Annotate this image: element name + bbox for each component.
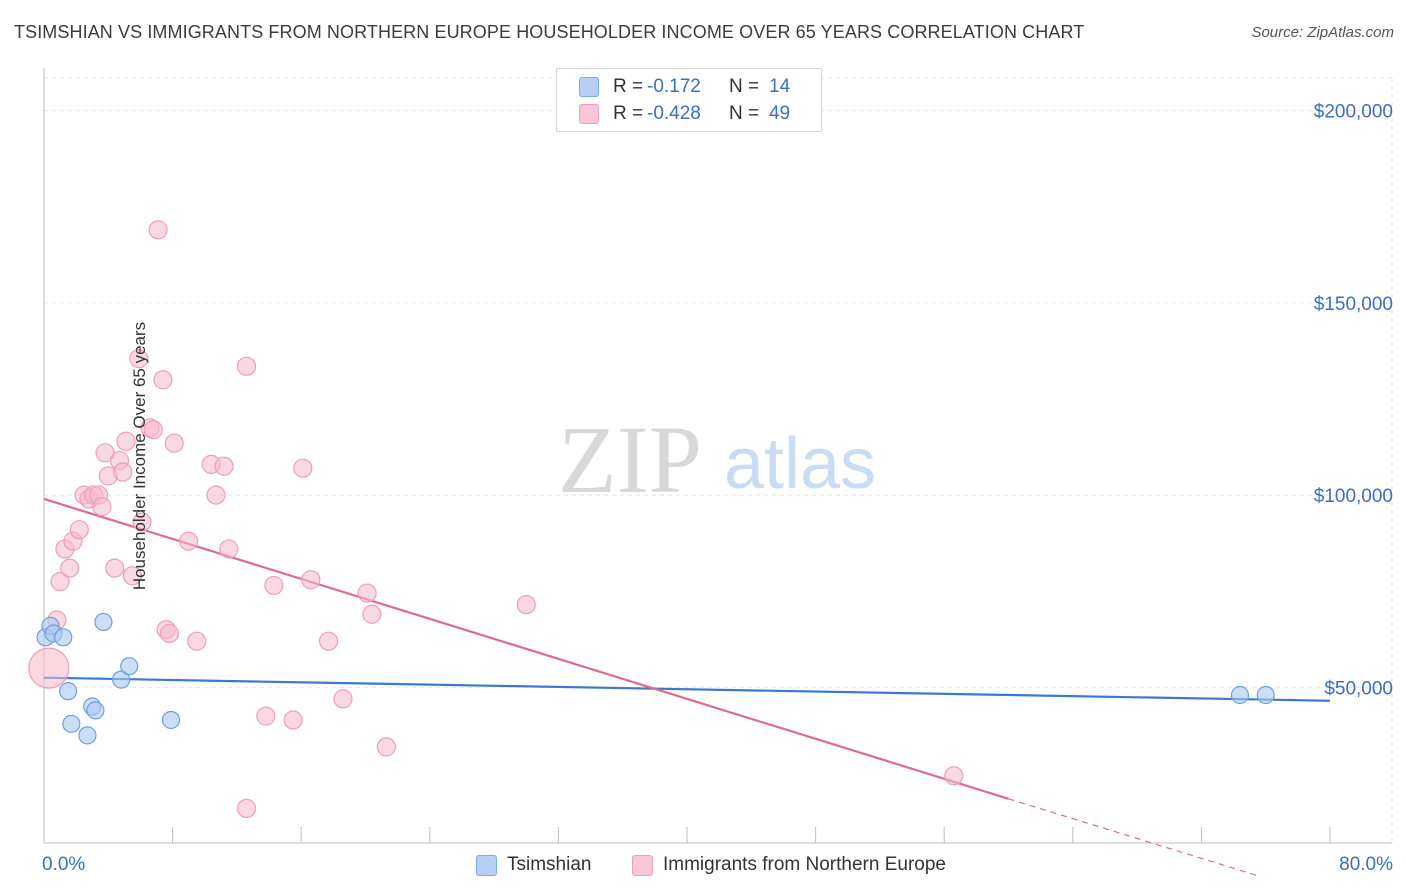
chart-title: TSIMSHIAN VS IMMIGRANTS FROM NORTHERN EU… <box>14 22 1085 42</box>
legend-row-tsimshian: R = -0.172 N = 14 <box>579 74 790 100</box>
point-immigrants <box>143 420 163 440</box>
legend-n-label: N = <box>729 76 760 97</box>
point-immigrants <box>113 462 133 482</box>
x-tick-label: 80.0% <box>1339 854 1393 875</box>
data-points <box>28 220 1275 819</box>
series-legend: Tsimshian Immigrants from Northern Europ… <box>0 852 1406 878</box>
y-tick-label: $50,000 <box>1324 678 1393 699</box>
legend-r-label: R = <box>613 76 644 97</box>
watermark-atlas: atlas <box>724 424 876 504</box>
point-immigrants <box>301 570 321 590</box>
point-immigrants <box>105 558 125 578</box>
point-immigrants <box>122 566 143 586</box>
point-immigrants <box>944 766 964 786</box>
point-tsimshian <box>161 710 181 730</box>
point-immigrants <box>362 604 382 624</box>
legend-item-immigrants: Immigrants from Northern Europe <box>632 852 946 878</box>
point-tsimshian <box>86 701 105 720</box>
x-tick-label: 0.0% <box>42 854 85 875</box>
point-immigrants <box>333 689 353 709</box>
point-tsimshian <box>112 670 131 689</box>
point-tsimshian <box>54 628 73 647</box>
legend-r-label: R = <box>613 103 644 124</box>
point-tsimshian <box>1230 685 1250 705</box>
point-immigrants <box>92 497 112 517</box>
point-immigrants <box>28 647 70 689</box>
correlation-legend: R = -0.172 N = 14 R = -0.428 N = 49 <box>556 68 822 132</box>
point-tsimshian <box>120 657 139 676</box>
point-tsimshian <box>1256 685 1275 705</box>
tick-labels: $50,000 $100,000 $150,000 $200,000 0.0% 80.0% <box>42 102 1393 875</box>
point-immigrants <box>187 631 207 651</box>
watermark: ZIP atlas <box>558 406 876 513</box>
point-immigrants <box>283 710 303 730</box>
legend-r-value: -0.428 <box>647 103 701 124</box>
immigrants-swatch <box>579 104 599 124</box>
y-tick-label: $200,000 <box>1314 102 1393 123</box>
legend-r-value: -0.172 <box>647 76 701 97</box>
point-immigrants <box>219 539 239 559</box>
point-immigrants <box>69 520 89 540</box>
point-immigrants <box>50 571 70 592</box>
point-immigrants <box>293 458 313 478</box>
point-immigrants <box>153 370 173 390</box>
point-immigrants <box>164 433 184 453</box>
y-axis-label: Householder Income Over 65 years <box>130 321 150 591</box>
point-tsimshian <box>62 714 81 733</box>
legend-item-tsimshian: Tsimshian <box>476 852 591 878</box>
legend-n-label: N = <box>729 103 760 124</box>
point-tsimshian <box>94 612 113 632</box>
point-tsimshian <box>59 682 78 701</box>
watermark-zip: ZIP <box>558 406 702 513</box>
point-immigrants <box>179 531 199 551</box>
point-immigrants <box>148 220 168 240</box>
legend-row-immigrants: R = -0.428 N = 49 <box>579 101 790 127</box>
y-tick-label: $150,000 <box>1314 294 1393 315</box>
point-immigrants <box>159 623 179 644</box>
source-label: Source: ZipAtlas.com <box>1251 24 1394 41</box>
immigrants-swatch <box>632 854 653 876</box>
point-tsimshian <box>78 726 97 745</box>
point-immigrants <box>318 631 339 651</box>
legend-label-immigrants: Immigrants from Northern Europe <box>663 854 946 875</box>
point-immigrants <box>516 595 536 615</box>
legend-n-value: 14 <box>769 76 791 97</box>
legend-n-value: 49 <box>769 103 791 124</box>
axes <box>43 68 1392 844</box>
tsimshian-swatch <box>579 77 599 97</box>
trend-line-tsimshian <box>43 676 1331 702</box>
point-immigrants <box>116 431 136 451</box>
gridlines <box>44 77 1393 843</box>
point-immigrants <box>214 456 234 476</box>
point-immigrants <box>376 737 396 757</box>
y-tick-label: $100,000 <box>1314 486 1393 507</box>
point-immigrants <box>256 706 276 726</box>
trend-line-immigrants <box>43 497 1009 800</box>
tsimshian-swatch <box>476 854 497 876</box>
point-immigrants <box>132 512 152 532</box>
point-immigrants <box>206 485 226 505</box>
trend-lines <box>43 497 1331 877</box>
point-immigrants <box>129 349 149 369</box>
point-immigrants <box>60 558 80 578</box>
point-immigrants <box>236 356 257 376</box>
point-immigrants <box>236 798 257 819</box>
point-immigrants <box>264 575 284 596</box>
legend-label-tsimshian: Tsimshian <box>507 854 592 875</box>
point-immigrants <box>357 583 377 603</box>
